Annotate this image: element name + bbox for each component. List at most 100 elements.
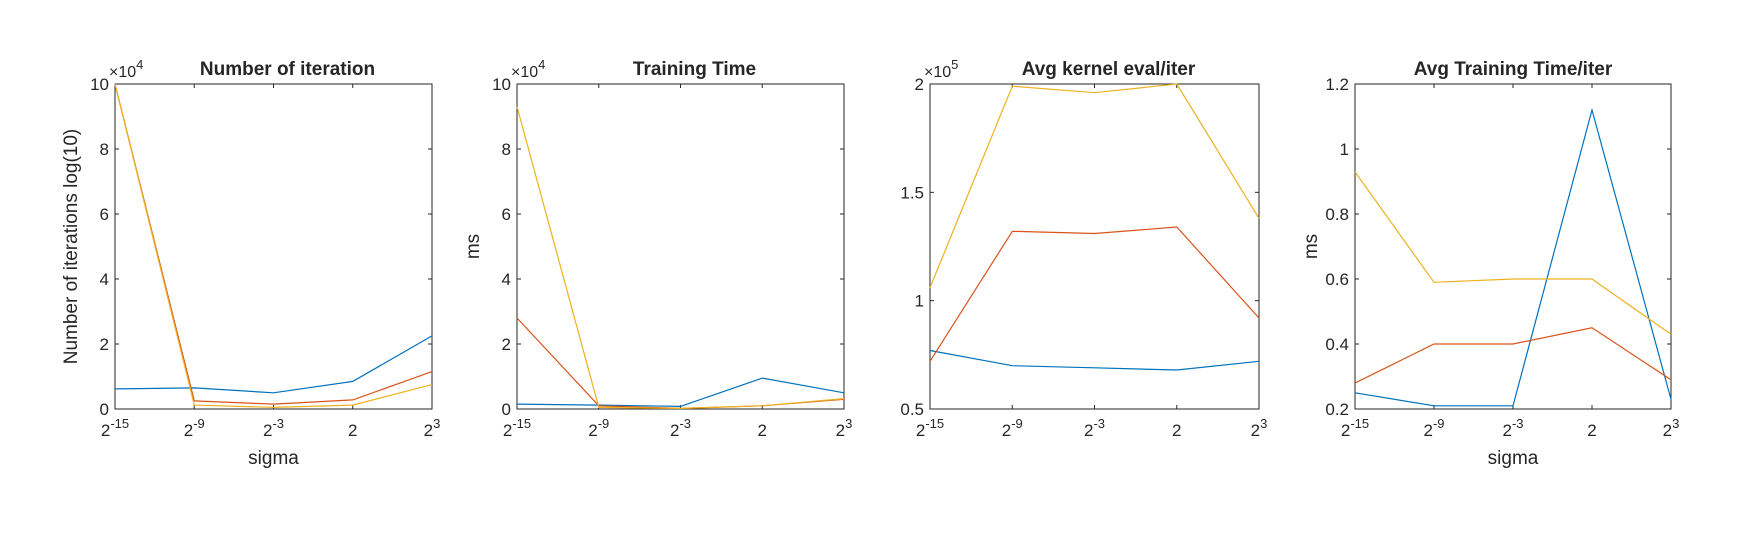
- series-line-3: [1354, 171, 1672, 335]
- axes-box: [929, 83, 1260, 410]
- x-tick-base: 2: [1423, 421, 1432, 440]
- x-tick-exponent: -9: [1011, 416, 1023, 431]
- y-tick-label: 0: [502, 400, 511, 419]
- axis-multiplier: ×105: [924, 57, 958, 81]
- series-line-3: [114, 83, 433, 409]
- x-tick-base: 2: [1341, 421, 1350, 440]
- y-tick-label: 1.5: [900, 183, 924, 202]
- x-tick-base: 2: [1502, 421, 1511, 440]
- x-tick-exponent: -9: [598, 416, 610, 431]
- x-tick-label: 2-3: [1084, 416, 1105, 440]
- y-tick-label: 1: [1340, 140, 1349, 159]
- x-tick-label: 2: [1172, 421, 1181, 440]
- chart-title: Avg kernel eval/iter: [1022, 59, 1196, 80]
- y-tick-label: 4: [100, 270, 109, 289]
- series-line-2: [929, 226, 1260, 362]
- x-tick-base: 2: [758, 421, 767, 440]
- x-tick-label: 23: [1663, 416, 1680, 440]
- x-tick-base: 2: [1587, 421, 1596, 440]
- x-tick-base: 2: [1251, 421, 1260, 440]
- series-line-1: [1354, 107, 1672, 407]
- series-line-3: [516, 106, 845, 410]
- x-tick-base: 2: [836, 421, 845, 440]
- multiplier-exponent: 4: [538, 57, 545, 72]
- x-tick-exponent: 3: [1672, 416, 1679, 431]
- axis-multiplier: ×104: [511, 57, 545, 81]
- x-tick-base: 2: [101, 421, 110, 440]
- y-tick-label: 10: [492, 75, 511, 94]
- x-tick-label: 2-3: [1502, 416, 1523, 440]
- x-tick-exponent: -3: [679, 416, 691, 431]
- x-tick-exponent: 3: [1260, 416, 1267, 431]
- multiplier-exponent: 4: [136, 57, 143, 72]
- y-tick-label: 6: [100, 205, 109, 224]
- x-tick-label: 2-15: [916, 416, 944, 440]
- y-tick-label: 0.6: [1325, 270, 1349, 289]
- y-tick-label: 0.8: [1325, 205, 1349, 224]
- x-tick-label: 2-15: [1341, 416, 1369, 440]
- x-tick-base: 2: [503, 421, 512, 440]
- chart-title: Training Time: [633, 59, 756, 80]
- y-tick-label: 2: [502, 335, 511, 354]
- y-tick-label: 0.2: [1325, 400, 1349, 419]
- series-line-3: [929, 83, 1260, 288]
- y-tick-label: 8: [502, 140, 511, 159]
- y-tick-label: 8: [100, 140, 109, 159]
- x-tick-label: 2-9: [588, 416, 609, 440]
- x-tick-exponent: -3: [272, 416, 284, 431]
- x-tick-label: 23: [424, 416, 441, 440]
- x-tick-exponent: -9: [193, 416, 205, 431]
- series-line-1: [929, 349, 1260, 371]
- x-tick-label: 2-15: [101, 416, 129, 440]
- y-tick-label: 4: [502, 270, 511, 289]
- y-tick-label: 0.5: [900, 400, 924, 419]
- y-axis-label: ms: [463, 234, 484, 259]
- x-tick-base: 2: [588, 421, 597, 440]
- x-tick-exponent: -15: [925, 416, 944, 431]
- x-tick-exponent: -15: [1350, 416, 1369, 431]
- x-tick-label: 2-9: [1423, 416, 1444, 440]
- x-tick-label: 2: [758, 421, 767, 440]
- x-tick-label: 2-3: [670, 416, 691, 440]
- x-tick-base: 2: [424, 421, 433, 440]
- x-tick-exponent: -15: [512, 416, 531, 431]
- x-tick-exponent: -9: [1433, 416, 1445, 431]
- x-tick-base: 2: [1084, 421, 1093, 440]
- series-line-2: [516, 317, 845, 410]
- multiplier-base: ×10: [511, 64, 538, 81]
- chart-title: Avg Training Time/iter: [1414, 59, 1613, 80]
- axes-box: [516, 83, 845, 410]
- multiplier-base: ×10: [109, 64, 136, 81]
- axis-multiplier: ×104: [109, 57, 143, 81]
- x-tick-base: 2: [1172, 421, 1181, 440]
- x-tick-label: 2-15: [503, 416, 531, 440]
- y-tick-label: 2: [100, 335, 109, 354]
- x-tick-exponent: 3: [845, 416, 852, 431]
- x-tick-base: 2: [916, 421, 925, 440]
- x-tick-label: 2-9: [184, 416, 205, 440]
- x-tick-exponent: 3: [433, 416, 440, 431]
- x-tick-label: 2: [1587, 421, 1596, 440]
- x-tick-label: 2-9: [1002, 416, 1023, 440]
- x-tick-base: 2: [184, 421, 193, 440]
- chart-title: Number of iteration: [200, 59, 375, 80]
- x-tick-base: 2: [1663, 421, 1672, 440]
- axes-box: [114, 83, 433, 410]
- series-line-1: [516, 377, 845, 408]
- multiplier-exponent: 5: [951, 57, 958, 72]
- series-line-2: [1354, 327, 1672, 384]
- y-tick-label: 6: [502, 205, 511, 224]
- x-tick-exponent: -3: [1093, 416, 1105, 431]
- x-tick-label: 2: [348, 421, 357, 440]
- x-tick-base: 2: [348, 421, 357, 440]
- x-tick-base: 2: [1002, 421, 1011, 440]
- x-axis-label: sigma: [248, 448, 299, 469]
- y-tick-label: 2: [915, 75, 924, 94]
- x-tick-exponent: -15: [110, 416, 129, 431]
- series-line-1: [114, 335, 433, 394]
- x-tick-label: 2-3: [263, 416, 284, 440]
